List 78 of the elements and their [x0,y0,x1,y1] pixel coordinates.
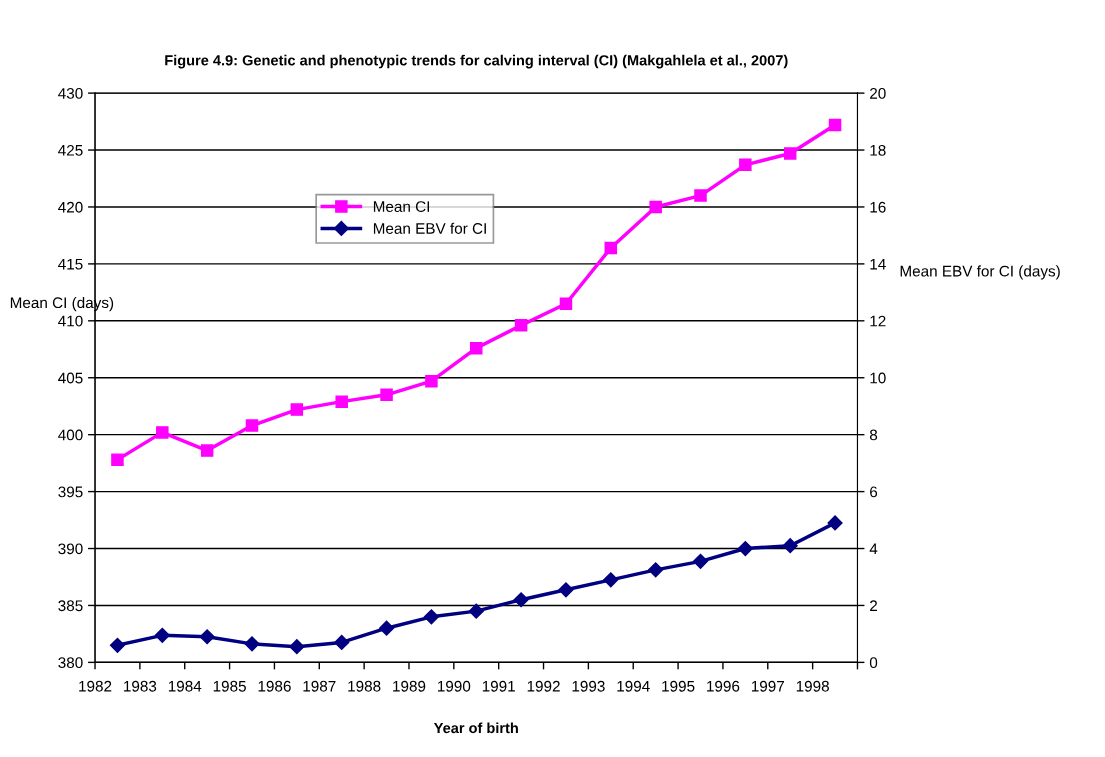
point [378,620,395,636]
x-tick-label: 1995 [662,680,695,692]
point [604,241,618,255]
point [111,453,124,466]
chart-title: Figure 4.9: Genetic and phenotypic trends for calving interval (CI) (Makgahlela et al., 2007) [165,54,788,69]
y2-tick-label: 18 [870,144,886,156]
point [200,444,214,457]
x-tick-label: 1985 [213,680,246,692]
y-tick-label: 385 [58,600,83,612]
legend-label: Mean CI [373,201,430,213]
point [692,553,709,569]
x-tick-label: 1991 [482,680,515,692]
y-tick-label: 395 [58,486,83,498]
x-tick-label: 1986 [258,680,291,692]
y2-tick-label: 12 [870,315,886,327]
y-tick-label: 425 [58,144,83,156]
point [559,297,573,310]
point [425,374,438,388]
y2-tick-label: 10 [870,372,886,384]
x-tick-label: 1992 [527,680,560,692]
y-tick-label: 430 [58,87,83,99]
point [334,634,350,651]
y-tick-label: 420 [58,201,83,213]
y2-tick-label: 6 [870,486,878,498]
y2-axis-title: Mean EBV for CI (days) [900,265,1060,280]
x-axis-title: Year of birth [433,722,518,734]
y2-tick-label: 14 [870,258,886,270]
point [244,636,260,652]
y-tick-label: 400 [58,429,83,441]
point [782,538,798,554]
point [558,582,574,598]
y2-tick-label: 8 [869,429,878,441]
point [694,189,707,202]
point [827,515,843,531]
point [289,639,305,655]
point [245,419,259,432]
point [828,118,842,132]
y2-tick-label: 16 [870,201,886,213]
y-tick-label: 415 [58,258,83,270]
point [290,403,304,416]
point [739,158,752,172]
point [648,562,664,578]
x-tick-label: 1988 [348,680,381,692]
x-tick-label: 1983 [124,680,157,692]
y-tick-label: 380 [58,657,83,669]
point [380,388,393,402]
x-tick-label: 1990 [438,680,471,692]
x-tick-label: 1982 [79,680,112,692]
y-tick-label: 405 [58,372,83,384]
legend-label: Mean EBV for CI [373,222,486,234]
x-tick-label: 1989 [393,680,426,692]
point [335,395,348,408]
y2-tick-label: 0 [869,657,878,669]
y2-tick-label: 20 [870,87,886,99]
point [423,609,439,625]
y-tick-label: 390 [58,543,83,555]
x-tick-label: 1993 [572,680,605,692]
x-tick-label: 1987 [303,680,336,692]
point [603,572,619,588]
point [737,540,753,557]
point [783,147,797,160]
point [156,426,169,439]
point [513,592,529,608]
x-tick-label: 1984 [168,680,202,692]
point [514,319,528,332]
point [199,629,215,645]
point [154,627,170,643]
x-tick-label: 1996 [707,680,740,692]
y-tick-label: 410 [58,315,83,327]
x-tick-label: 1997 [751,680,785,692]
point [109,637,126,653]
point [468,603,484,619]
x-tick-label: 1994 [617,680,650,692]
y2-tick-label: 4 [869,543,878,555]
y2-tick-label: 2 [870,600,878,611]
point [649,200,662,214]
point [470,341,483,355]
x-tick-label: 1998 [796,680,829,692]
